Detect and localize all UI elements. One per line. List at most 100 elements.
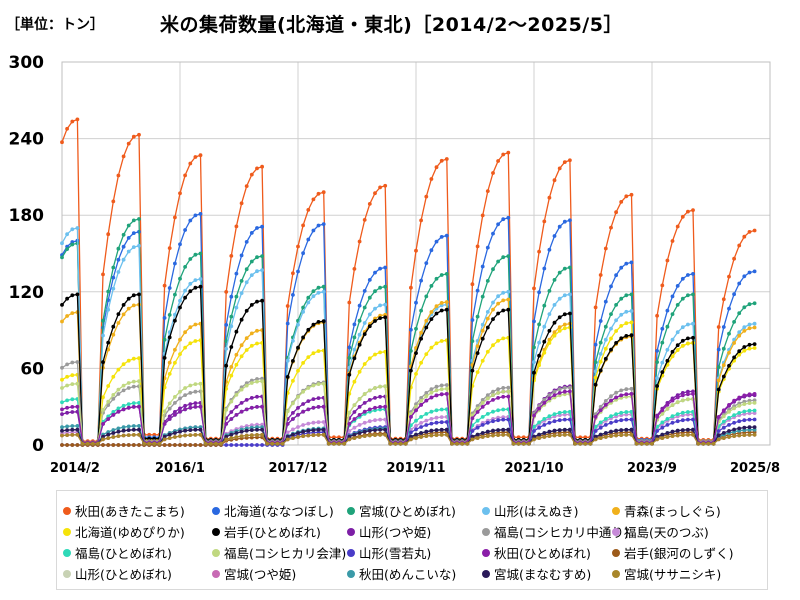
data-point: [747, 401, 752, 405]
data-point: [121, 303, 126, 307]
data-point: [742, 345, 747, 349]
data-point: [131, 433, 136, 437]
data-point: [475, 425, 480, 430]
data-point: [203, 441, 208, 446]
data-point: [70, 360, 75, 365]
data-point: [193, 252, 198, 257]
data-point: [378, 417, 382, 422]
data-point: [562, 293, 567, 298]
data-point: [593, 437, 598, 442]
data-point: [752, 417, 757, 422]
unit-label: ［単位：トン］: [6, 17, 104, 33]
data-point: [306, 208, 311, 212]
data-point: [480, 213, 485, 218]
data-point: [244, 348, 249, 352]
data-point: [429, 409, 434, 414]
data-point: [557, 166, 562, 171]
data-point: [557, 433, 562, 437]
data-point: [214, 441, 218, 446]
data-point: [342, 441, 347, 446]
data-point: [311, 351, 316, 356]
data-point: [444, 300, 449, 304]
data-point: [311, 228, 316, 233]
data-point: [485, 412, 490, 416]
data-point: [167, 406, 172, 411]
data-point: [742, 305, 747, 310]
data-point: [665, 431, 670, 435]
data-point: [332, 441, 336, 446]
data-point: [409, 437, 413, 442]
data-point: [547, 420, 552, 425]
data-point: [121, 407, 126, 412]
data-point: [301, 429, 305, 434]
data-point: [557, 418, 562, 423]
data-point: [183, 443, 188, 447]
data-point: [126, 249, 131, 254]
data-point: [727, 350, 731, 355]
data-point: [311, 197, 316, 202]
data-point: [716, 415, 721, 419]
data-point: [178, 429, 182, 434]
data-point: [409, 349, 413, 353]
data-point: [732, 427, 736, 432]
data-point: [691, 335, 695, 340]
data-point: [137, 432, 141, 437]
data-point: [255, 269, 259, 274]
data-point: [188, 443, 193, 447]
data-point: [296, 368, 300, 373]
data-point: [106, 384, 111, 388]
data-point: [429, 177, 434, 181]
data-point: [193, 382, 198, 386]
legend-marker: [612, 569, 620, 578]
data-point: [311, 397, 316, 401]
data-point: [444, 386, 449, 391]
data-point: [239, 279, 244, 283]
data-point: [414, 424, 418, 428]
data-point: [291, 427, 295, 432]
data-point: [429, 248, 434, 253]
data-point: [424, 194, 429, 199]
data-point: [306, 327, 311, 332]
data-point: [367, 419, 372, 424]
data-point: [65, 374, 69, 379]
data-point: [434, 384, 439, 389]
data-point: [747, 342, 752, 347]
data-point: [234, 352, 239, 357]
data-point: [352, 432, 357, 437]
data-point: [419, 308, 423, 313]
data-point: [496, 311, 500, 316]
data-point: [234, 329, 239, 334]
data-point: [732, 355, 736, 360]
data-point: [552, 428, 557, 433]
data-point: [116, 270, 121, 274]
data-point: [680, 276, 685, 281]
data-point: [357, 431, 362, 435]
data-point: [727, 331, 731, 336]
data-point: [173, 318, 177, 323]
data-point: [619, 336, 624, 341]
x-tick-label: 2019/11: [386, 461, 445, 476]
data-point: [680, 325, 685, 330]
data-point: [691, 392, 695, 396]
data-point: [419, 360, 423, 365]
data-point: [609, 326, 613, 331]
data-point: [660, 425, 665, 430]
data-point: [711, 441, 716, 446]
data-point: [670, 429, 675, 434]
data-point: [188, 402, 193, 406]
data-point: [603, 337, 608, 342]
legend-marker: [612, 548, 620, 557]
data-point: [162, 409, 167, 414]
data-point: [414, 436, 418, 440]
data-point: [480, 405, 485, 409]
data-point: [727, 435, 731, 439]
data-point: [291, 359, 295, 363]
data-point: [665, 358, 670, 363]
data-point: [239, 387, 244, 392]
data-point: [193, 405, 198, 409]
data-point: [116, 321, 121, 325]
data-point: [568, 432, 572, 437]
data-point: [721, 419, 726, 424]
data-point: [173, 401, 177, 405]
data-point: [732, 406, 736, 411]
